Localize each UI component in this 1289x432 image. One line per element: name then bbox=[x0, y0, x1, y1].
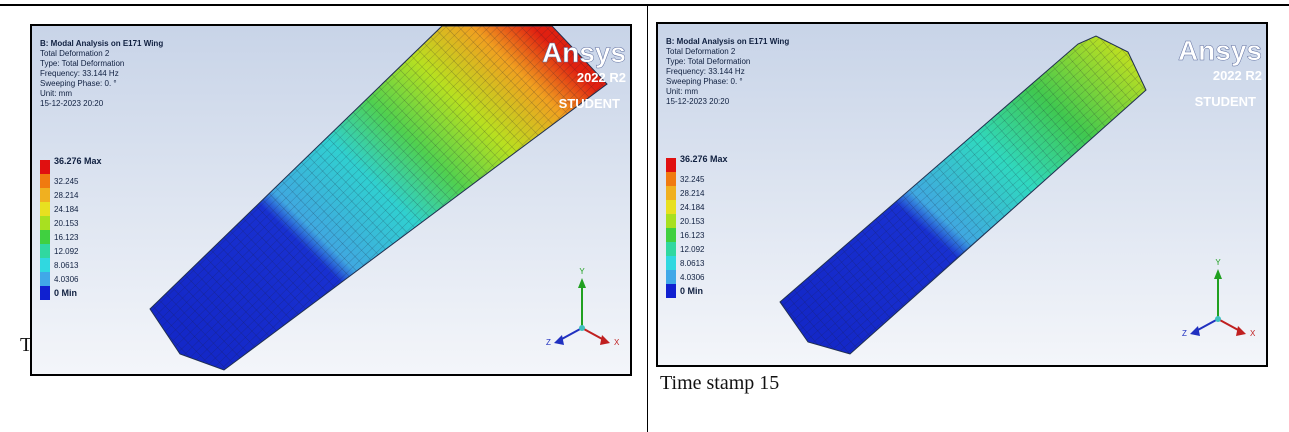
legend-swatch bbox=[40, 272, 50, 286]
legend-swatch bbox=[666, 284, 676, 298]
legend-swatch bbox=[666, 270, 676, 284]
page: {"panels": [ {"header": ["B: Modal Analy… bbox=[0, 0, 1289, 432]
axis-label-x: X bbox=[614, 338, 620, 347]
header-line: Unit: mm bbox=[666, 87, 698, 96]
legend-label: 24.184 bbox=[54, 205, 79, 214]
legend-label: 0 Min bbox=[680, 286, 703, 296]
edition: STUDENT bbox=[559, 96, 620, 111]
header-line: 15-12-2023 20:20 bbox=[40, 99, 104, 108]
axis-label-x: X bbox=[1250, 329, 1256, 338]
legend-label: 4.0306 bbox=[54, 275, 79, 284]
legend-swatch bbox=[666, 256, 676, 270]
axis-label-y: Y bbox=[579, 267, 585, 276]
version: 2022 R2 bbox=[1213, 68, 1262, 83]
legend-label: 4.0306 bbox=[680, 273, 705, 282]
legend-label: 32.245 bbox=[680, 175, 705, 184]
legend-swatch bbox=[666, 172, 676, 186]
legend-swatch bbox=[40, 244, 50, 258]
legend-swatch bbox=[666, 186, 676, 200]
legend-swatch bbox=[40, 202, 50, 216]
legend-label: 36.276 Max bbox=[54, 156, 102, 166]
axis-label-y: Y bbox=[1215, 258, 1221, 267]
legend-swatch bbox=[40, 286, 50, 300]
legend-swatch bbox=[40, 258, 50, 272]
header-line: Frequency: 33.144 Hz bbox=[666, 67, 745, 76]
legend-label: 16.123 bbox=[54, 233, 79, 242]
axis-label-z: Z bbox=[546, 338, 551, 347]
legend-label: 36.276 Max bbox=[680, 154, 728, 164]
legend-label: 32.245 bbox=[54, 177, 79, 186]
logo: Ansys bbox=[1178, 35, 1262, 66]
legend-label: 12.092 bbox=[54, 247, 79, 256]
legend-label: 8.0613 bbox=[54, 261, 79, 270]
edition: STUDENT bbox=[1195, 94, 1256, 109]
header-line: Type: Total Deformation bbox=[40, 59, 124, 68]
caption: Time stamp 15 bbox=[660, 372, 779, 395]
legend-swatch bbox=[666, 158, 676, 172]
axis-label-z: Z bbox=[1182, 329, 1187, 338]
header-line: Frequency: 33.144 Hz bbox=[40, 69, 119, 78]
legend-swatch bbox=[40, 174, 50, 188]
legend-label: 8.0613 bbox=[680, 259, 705, 268]
header-line: Sweeping Phase: 0. ° bbox=[666, 77, 743, 86]
legend-swatch bbox=[40, 230, 50, 244]
legend-label: 28.214 bbox=[680, 189, 705, 198]
legend-label: 24.184 bbox=[680, 203, 705, 212]
legend-swatch bbox=[40, 160, 50, 174]
legend-swatch bbox=[40, 188, 50, 202]
header-line: Total Deformation 2 bbox=[666, 47, 736, 56]
legend-swatch bbox=[666, 214, 676, 228]
legend-label: 20.153 bbox=[680, 217, 705, 226]
header-title: B: Modal Analysis on E171 Wing bbox=[40, 39, 163, 48]
header-line: Sweeping Phase: 0. ° bbox=[40, 79, 117, 88]
legend-label: 16.123 bbox=[680, 231, 705, 240]
header-line: Type: Total Deformation bbox=[666, 57, 750, 66]
header-title: B: Modal Analysis on E171 Wing bbox=[666, 37, 789, 46]
header-line: Total Deformation 2 bbox=[40, 49, 110, 58]
axis-origin bbox=[1215, 316, 1221, 322]
legend-swatch bbox=[666, 200, 676, 214]
header-line: 15-12-2023 20:20 bbox=[666, 97, 730, 106]
legend-swatch bbox=[666, 242, 676, 256]
legend-label: 28.214 bbox=[54, 191, 79, 200]
axis-origin bbox=[579, 325, 585, 331]
legend-label: 20.153 bbox=[54, 219, 79, 228]
logo: Ansys bbox=[542, 37, 626, 68]
legend-swatch bbox=[666, 228, 676, 242]
legend-swatch bbox=[40, 216, 50, 230]
legend-label: 0 Min bbox=[54, 288, 77, 298]
header-line: Unit: mm bbox=[40, 89, 72, 98]
legend-label: 12.092 bbox=[680, 245, 705, 254]
version: 2022 R2 bbox=[577, 70, 626, 85]
